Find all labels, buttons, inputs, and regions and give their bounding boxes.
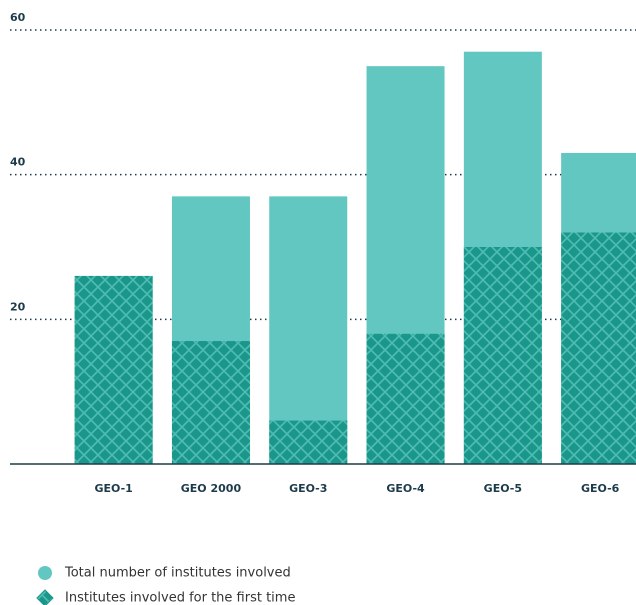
- legend-marker: [38, 566, 52, 580]
- legend-marker: [36, 589, 54, 605]
- x-tick-label: GEO-1: [94, 482, 132, 495]
- x-tick-label: GEO 2000: [181, 482, 242, 495]
- bar: [269, 196, 348, 464]
- y-tick-label: 60: [10, 11, 26, 24]
- bar: [171, 341, 250, 464]
- bar: [366, 333, 445, 464]
- y-tick-label: 40: [10, 156, 26, 169]
- y-tick-label: 20: [10, 300, 26, 313]
- bar: [463, 247, 542, 464]
- bar: [561, 232, 636, 464]
- x-tick-label: GEO-3: [289, 482, 327, 495]
- bar: [269, 420, 348, 464]
- legend-label: Total number of institutes involved: [64, 566, 291, 581]
- bar: [74, 275, 153, 464]
- x-tick-label: GEO-6: [581, 482, 620, 495]
- x-tick-label: GEO-4: [386, 482, 425, 495]
- x-tick-label: GEO-5: [484, 482, 522, 495]
- legend-label: Institutes involved for the first time: [65, 591, 295, 605]
